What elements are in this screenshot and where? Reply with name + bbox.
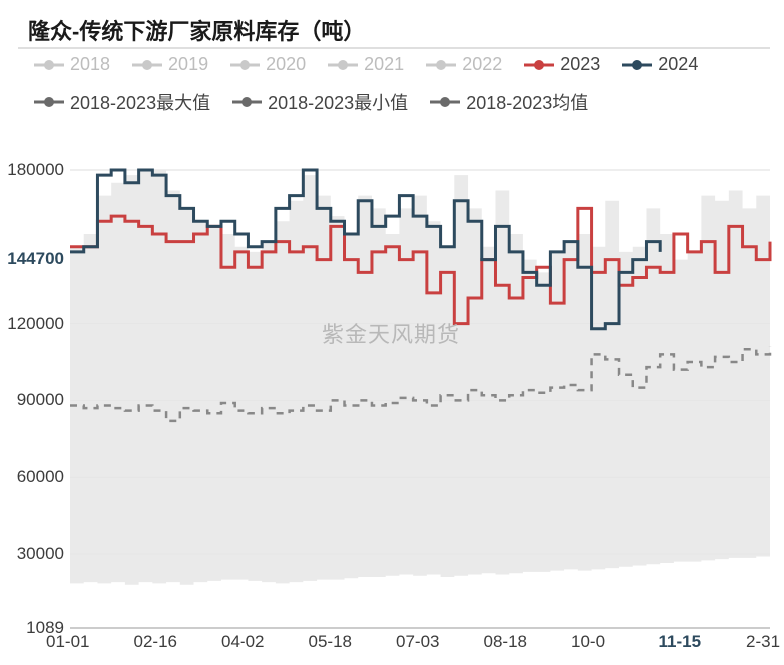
y-axis-tick: 90000	[17, 390, 64, 410]
x-axis-tick: 11-15	[659, 632, 702, 652]
plot-area	[0, 0, 784, 665]
x-axis-tick: 05-18	[309, 632, 352, 652]
x-axis-tick: 2-31	[746, 632, 780, 652]
y-axis-tick: 180000	[7, 160, 64, 180]
min-max-band	[70, 170, 770, 585]
x-axis-tick: 02-16	[134, 632, 177, 652]
x-axis-tick: 01-01	[46, 632, 89, 652]
y-axis-tick: 60000	[17, 467, 64, 487]
x-axis-tick: 07-03	[396, 632, 439, 652]
y-axis-highlight-tick: 144700	[7, 249, 64, 269]
chart-container: 隆众-传统下游厂家原料库存（吨） 20182019202020212022202…	[0, 0, 784, 665]
y-axis-tick: 30000	[17, 544, 64, 564]
x-axis-tick: 10-0	[571, 632, 605, 652]
x-axis-tick: 08-18	[484, 632, 527, 652]
y-axis-tick: 120000	[7, 314, 64, 334]
x-axis-tick: 04-02	[221, 632, 264, 652]
